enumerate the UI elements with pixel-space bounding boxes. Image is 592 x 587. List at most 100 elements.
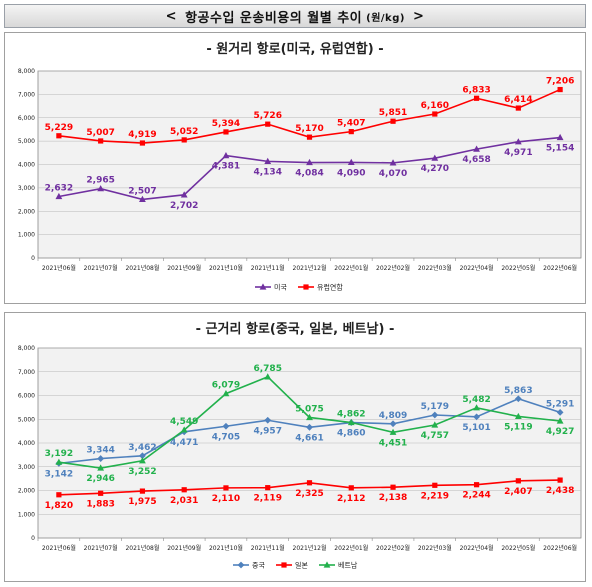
x-tick-label: 2021년09월 [167,264,201,272]
legend-entry: 일본 [295,561,308,570]
data-label: 4,270 [421,164,449,174]
x-tick-label: 2022년01월 [334,264,368,272]
data-label: 2,325 [295,489,323,499]
data-point [139,457,146,464]
data-point [264,157,272,164]
data-label: 4,809 [379,411,407,421]
data-point [56,492,62,498]
data-point [348,485,354,491]
data-point [223,129,229,135]
data-label: 2,632 [45,183,73,193]
x-tick-label: 2021년10월 [209,264,243,272]
data-point [306,413,313,421]
data-label: 2,507 [128,186,156,196]
data-point [264,416,272,424]
data-point [389,159,397,166]
data-label: 5,007 [86,128,114,138]
legend-entry: 미국 [274,283,287,292]
data-label: 4,451 [379,438,407,448]
long-haul-chart: 0 1,000 2,000 3,000 4,000 5,000 6,000 7,000 8,00… [18,68,582,292]
legend-entry: 중국 [252,562,265,570]
data-label: 4,971 [504,148,532,158]
data-label: 4,134 [253,167,281,177]
data-point [97,455,105,462]
data-point [55,458,63,465]
data-label: 3,462 [128,443,156,453]
data-label: 1,820 [45,501,73,511]
data-label: 3,344 [86,446,114,456]
x-tick-label: 2021년08월 [125,264,159,272]
short-haul-chart: 0 1,000 2,000 3,000 4,000 5,000 6,000 7,000 8,00… [18,345,582,570]
data-label: 3,192 [45,449,73,459]
data-point [390,118,396,124]
data-label: 2,438 [546,486,574,496]
data-point [222,151,230,159]
y-tick-label: 0 [31,255,35,262]
data-label: 1,883 [86,499,114,509]
series-2: 5,229 5,007 4,919 5,052 5,394 5,726 5,170 5,407… [45,77,574,146]
data-label: 5,394 [212,119,240,129]
x-tick-label: 2022년01월 [334,544,368,552]
data-label: 2,119 [253,494,281,504]
chart-title: - 근거리 항로(중국, 일본, 베트남) - [195,322,395,337]
data-point [432,111,438,117]
data-label: 5,482 [462,395,490,405]
data-point [222,390,230,397]
data-label: 3,252 [128,467,156,477]
short-haul-chart-panel: - 근거리 항로(중국, 일본, 베트남) - 0 1,000 2,000 3,000… [4,312,586,582]
data-label: 5,851 [379,108,407,118]
data-point [139,452,146,460]
data-label: 4,658 [462,155,490,165]
data-label: 2,138 [379,493,407,503]
data-point [139,195,146,202]
series-1: 3,142 3,344 3,462 4,471 4,705 4,957 4,661 4,860… [45,386,575,480]
y-tick-label: 4,000 [18,440,35,447]
series-2: 1,820 1,883 1,975 2,031 2,110 2,119 2,325 2,112… [45,477,574,511]
y-tick-label: 0 [31,535,35,542]
data-label: 5,229 [45,123,73,133]
data-point [557,477,563,483]
legend-marker [259,283,267,290]
data-label: 2,965 [86,176,114,186]
data-point [514,138,522,145]
data-point [181,137,187,143]
data-label: 4,549 [170,417,198,427]
data-label: 6,160 [421,101,449,111]
legend-marker [281,562,287,568]
data-label: 2,946 [86,474,114,484]
data-label: 4,090 [337,168,365,178]
data-point [306,480,313,486]
legend: 중국 일본 베트남 [233,561,358,570]
data-label: 2,702 [170,201,198,211]
data-point [98,138,104,144]
x-tick-label: 2022년04월 [460,264,494,272]
y-tick-label: 8,000 [18,68,35,75]
y-tick-label: 2,000 [18,488,35,495]
page-title: < 항공수입 운송비용의 월별 추이 (원/kg) > [4,4,586,28]
data-label: 4,705 [212,432,240,442]
y-tick-label: 7,000 [18,91,35,98]
y-tick-label: 2,000 [18,208,35,215]
data-label: 4,860 [337,429,365,439]
data-point [432,482,438,488]
data-label: 5,407 [337,119,365,129]
data-point [347,418,355,426]
data-point [180,426,188,433]
x-tick-label: 2022년03월 [418,544,452,552]
legend-marker [303,284,309,290]
x-tick-label: 2022년02월 [376,264,410,272]
y-tick-label: 6,000 [18,393,35,400]
data-point [431,154,439,161]
data-point [473,482,480,488]
data-label: 5,075 [295,404,323,414]
y-tick-label: 3,000 [18,464,35,471]
y-tick-label: 6,000 [18,115,35,122]
data-label: 5,170 [295,124,323,134]
data-point [557,86,563,93]
data-label: 5,154 [546,144,574,154]
y-tick-label: 8,000 [18,345,35,352]
x-tick-label: 2021년06월 [42,264,76,272]
legend: 미국 유럽연합 [255,283,343,292]
data-label: 2,219 [421,491,449,501]
data-label: 2,244 [462,491,490,501]
